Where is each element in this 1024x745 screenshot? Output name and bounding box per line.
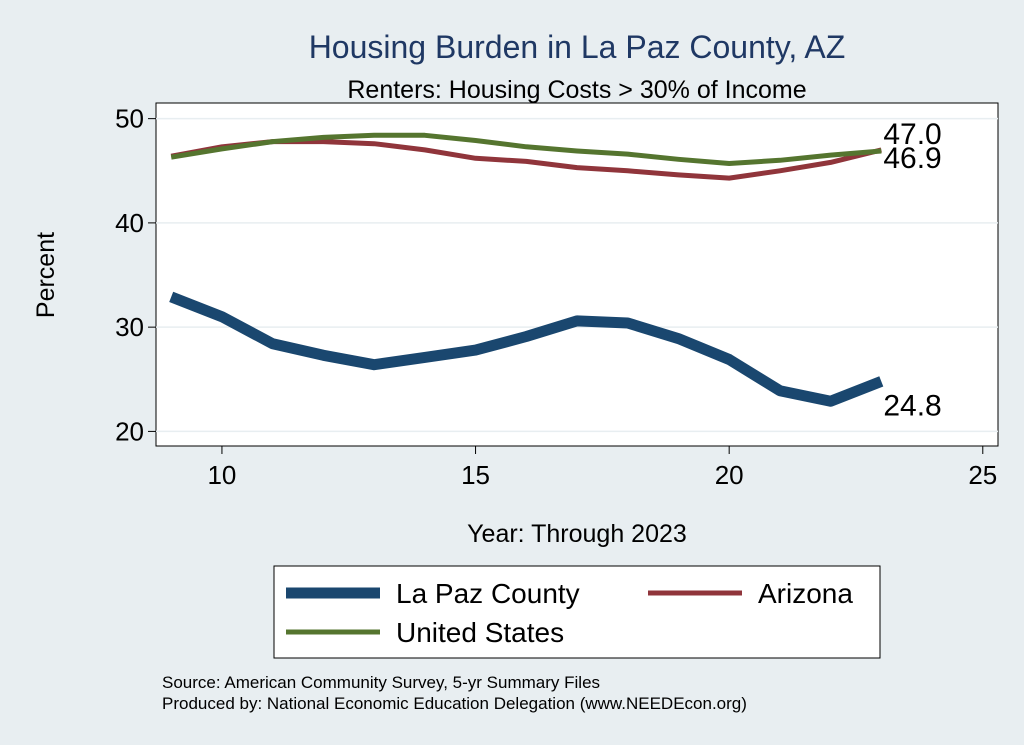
chart-title: Housing Burden in La Paz County, AZ: [309, 29, 846, 65]
series-lines: [169, 132, 884, 407]
x-axis-label: Year: Through 2023: [467, 520, 687, 548]
y-axis-label: Percent: [32, 232, 60, 318]
x-tick-label: 20: [715, 460, 744, 490]
y-tick-label: 20: [115, 416, 144, 446]
series-line-la-paz-county: [169, 291, 884, 407]
legend-label-arizona: Arizona: [758, 578, 853, 609]
x-tick-label: 25: [968, 460, 997, 490]
end-label-united-states: 46.9: [883, 142, 941, 175]
produced-by-note: Produced by: National Economic Education…: [162, 694, 747, 713]
end-label-la-paz: 24.8: [883, 389, 941, 422]
end-labels: 47.046.9 24.8: [883, 118, 941, 422]
y-tick-label: 30: [115, 312, 144, 342]
y-tick-label: 40: [115, 208, 144, 238]
y-tick-label: 50: [115, 104, 144, 134]
x-tick-label: 15: [461, 460, 490, 490]
legend: La Paz County Arizona United States: [273, 565, 881, 659]
legend-label-la-paz: La Paz County: [396, 578, 580, 609]
legend-label-united-states: United States: [396, 617, 564, 648]
x-axis-ticks: 10 15 20 25: [207, 446, 997, 490]
chart-subtitle: Renters: Housing Costs > 30% of Income: [347, 76, 806, 104]
x-tick-label: 10: [207, 460, 236, 490]
series-line-united-states: [170, 132, 882, 166]
legend-box: [273, 565, 881, 659]
y-axis-ticks: 20 30 40 50: [115, 104, 156, 446]
source-note: Source: American Community Survey, 5-yr …: [162, 673, 600, 692]
gridlines: [156, 117, 998, 433]
end-label-arizona: 47.0: [883, 118, 941, 151]
